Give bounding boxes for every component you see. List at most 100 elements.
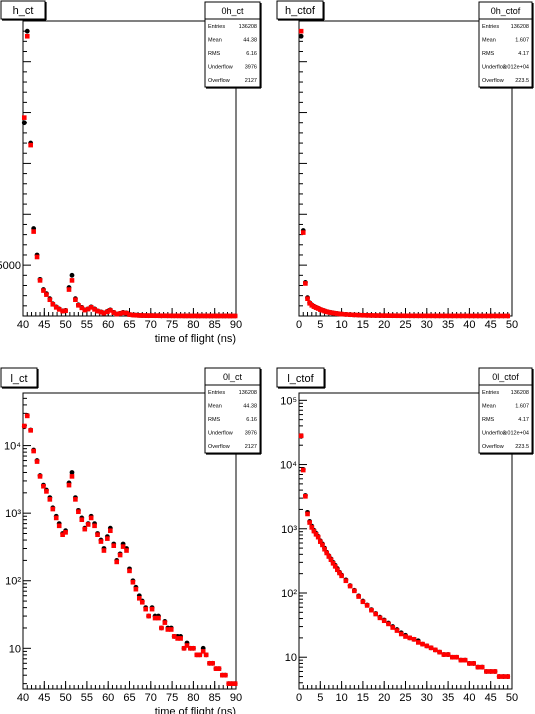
data-point: [407, 635, 413, 641]
data-point: [162, 313, 168, 319]
data-point: [326, 554, 332, 559]
data-point: [136, 313, 142, 318]
x-tick-label: 50: [506, 319, 518, 331]
data-point: [298, 33, 304, 39]
data-point: [50, 302, 56, 307]
data-point: [200, 313, 206, 319]
data-point: [226, 313, 232, 319]
data-point: [307, 520, 312, 525]
data-point: [60, 308, 65, 314]
stats-label: RMS: [482, 417, 495, 423]
stats-value: 2.012e+04: [503, 431, 529, 437]
data-point: [85, 306, 91, 312]
data-point: [475, 313, 481, 319]
data-point: [300, 230, 306, 235]
data-point: [505, 674, 511, 679]
data-point: [462, 657, 468, 663]
data-point: [21, 115, 27, 120]
stats-value: 1.607: [515, 37, 529, 43]
data-point: [386, 621, 391, 627]
y-tick-label: 10: [9, 643, 21, 655]
data-point: [496, 674, 502, 679]
x-tick-label: 10: [335, 319, 347, 331]
data-point: [433, 647, 438, 653]
data-point: [467, 313, 472, 319]
data-point: [484, 669, 489, 674]
data-point: [394, 628, 400, 633]
data-point: [347, 583, 353, 589]
data-point: [441, 652, 447, 657]
data-point: [156, 615, 161, 621]
stats-title: 0l_ct: [223, 372, 243, 382]
data-point: [197, 313, 203, 319]
stats-value: 44.38: [243, 403, 257, 409]
data-point: [69, 278, 75, 283]
data-point: [343, 578, 349, 584]
data-point: [191, 646, 196, 651]
data-point: [390, 625, 396, 630]
data-point: [139, 599, 145, 605]
data-point: [471, 313, 476, 319]
data-point: [303, 494, 308, 499]
data-point: [220, 672, 225, 678]
data-point: [203, 313, 209, 319]
data-point: [194, 652, 200, 658]
stats-title: 0h_ct: [221, 6, 244, 16]
data-point: [356, 594, 361, 599]
stats-value: 4.17: [518, 417, 529, 423]
data-point: [105, 536, 110, 541]
data-point: [315, 534, 321, 540]
data-point: [191, 313, 196, 319]
data-point: [303, 281, 308, 286]
stats-label: Entries: [482, 24, 499, 30]
data-point: [149, 313, 155, 318]
series-2: [21, 33, 238, 319]
data-point: [475, 664, 481, 670]
data-point: [197, 652, 203, 658]
y-tick-label: 10⁵: [280, 395, 297, 407]
data-point: [445, 313, 451, 319]
data-point: [175, 313, 180, 319]
data-point: [398, 313, 404, 319]
stats-label: RMS: [208, 51, 221, 57]
stats-label: RMS: [208, 417, 221, 423]
data-point: [95, 532, 100, 538]
data-point: [24, 33, 30, 39]
data-point: [63, 530, 68, 535]
data-point: [352, 588, 357, 594]
data-point: [394, 313, 400, 319]
data-point: [101, 310, 107, 316]
data-point: [330, 560, 336, 566]
y-tick-label: 10²: [5, 576, 21, 588]
data-point: [178, 313, 183, 319]
x-tick-label: 80: [187, 692, 199, 704]
x-tick-label: 45: [485, 319, 497, 331]
data-point: [458, 313, 464, 319]
data-point: [320, 542, 325, 548]
data-point: [21, 423, 27, 429]
data-point: [386, 313, 391, 318]
data-point: [44, 292, 49, 297]
stats-label: Underflow: [482, 65, 507, 71]
data-point: [152, 615, 158, 621]
data-point: [492, 313, 498, 319]
data-point: [213, 666, 219, 671]
data-point: [24, 28, 30, 34]
data-point: [428, 313, 434, 319]
data-point: [471, 661, 476, 666]
stats-label: Entries: [208, 24, 225, 30]
data-point: [105, 309, 110, 315]
y-tick-label: 10⁴: [4, 441, 21, 453]
data-point: [178, 636, 183, 641]
x-tick-label: 25: [399, 319, 411, 331]
stats-frame: [204, 1, 261, 88]
stats-label: Overflow: [208, 78, 230, 84]
data-point: [53, 515, 59, 521]
data-point: [149, 606, 155, 612]
data-point: [360, 599, 366, 605]
title-box: [0, 0, 46, 20]
data-point: [175, 636, 180, 641]
stats-value: 136208: [239, 24, 257, 30]
data-point: [133, 312, 139, 318]
data-point: [66, 482, 72, 488]
